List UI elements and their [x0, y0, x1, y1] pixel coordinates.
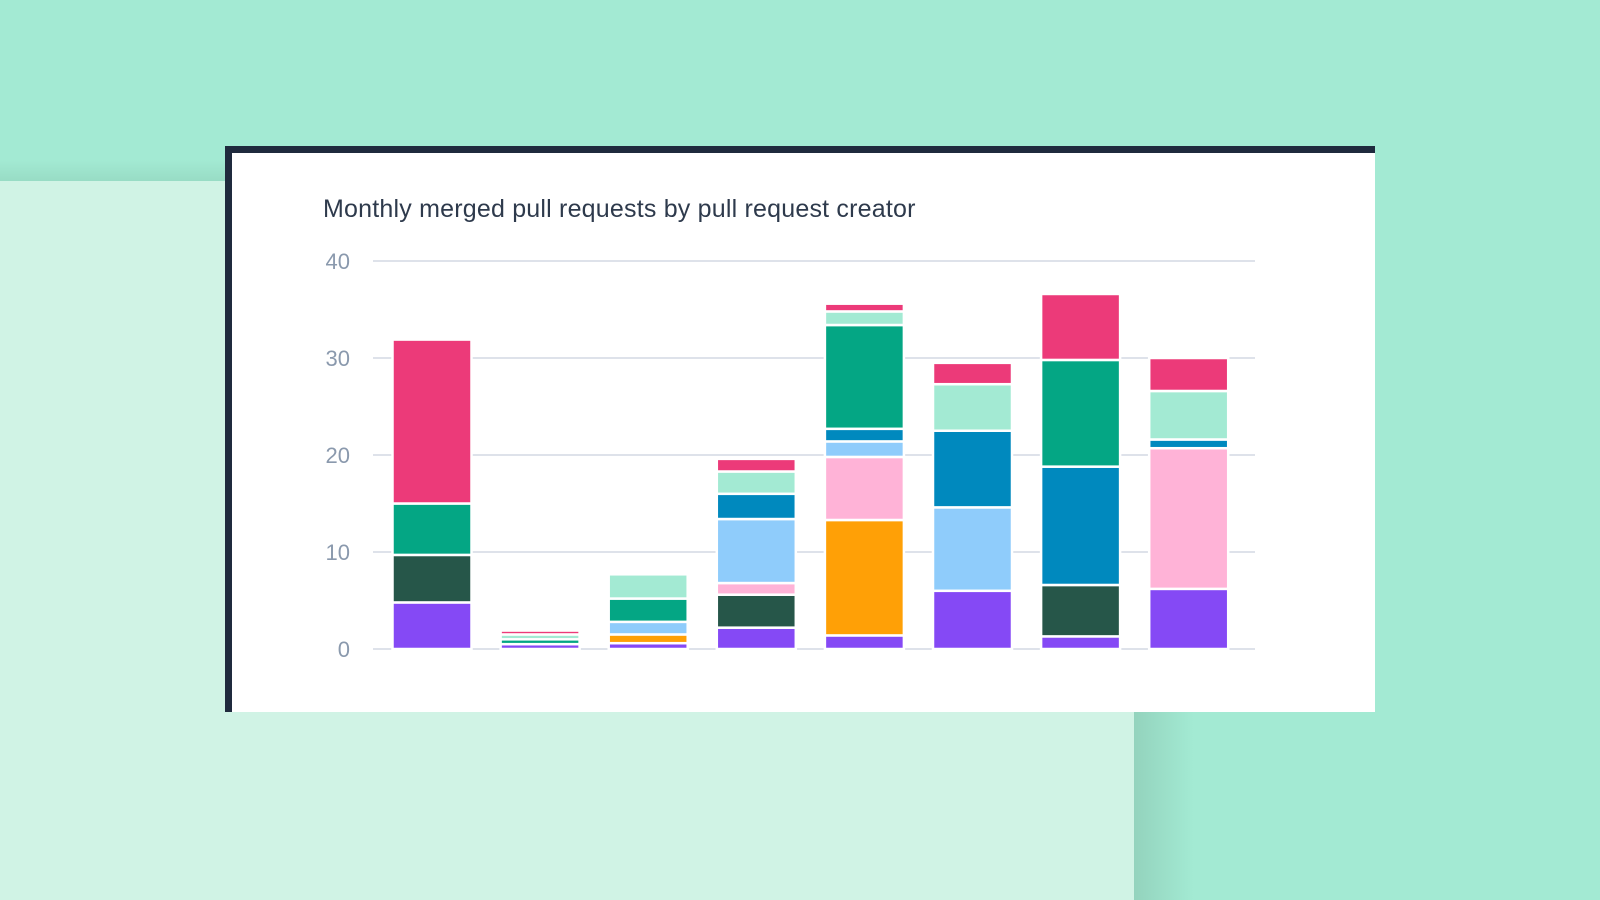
y-tick-label: 40	[326, 249, 350, 274]
bar-segment-4-3[interactable]	[715, 581, 798, 596]
bar-segment-3-7[interactable]	[607, 573, 689, 600]
bar-segment-5-2[interactable]	[823, 518, 906, 637]
bar-segment-3-4[interactable]	[607, 620, 689, 636]
bar-segment-5-3[interactable]	[823, 455, 906, 522]
bar-segment-5-6[interactable]	[823, 323, 906, 431]
stacked-bar-chart: 0 10 20 30 40	[326, 249, 1255, 662]
background-shadow-right	[1134, 712, 1194, 900]
bar-segment-5-8[interactable]	[823, 302, 906, 313]
y-tick-label: 20	[326, 443, 350, 468]
bar-segment-7-5[interactable]	[1039, 465, 1122, 587]
bar-segment-4-4[interactable]	[715, 517, 798, 585]
bar-segment-4-0[interactable]	[715, 626, 798, 651]
bar-segment-6-4[interactable]	[931, 506, 1014, 593]
bar-segment-5-4[interactable]	[823, 440, 906, 459]
y-tick-label: 0	[338, 637, 350, 662]
bar-segment-4-1[interactable]	[715, 593, 798, 629]
bar-segment-6-0[interactable]	[931, 589, 1014, 651]
y-tick-label: 10	[326, 540, 350, 565]
bar-segment-8-3[interactable]	[1147, 446, 1230, 591]
bar-segment-2-8[interactable]	[499, 629, 581, 636]
bar-segment-4-7[interactable]	[715, 470, 798, 496]
bar-segment-7-0[interactable]	[1039, 635, 1122, 651]
bar-segment-4-5[interactable]	[715, 492, 798, 521]
y-tick-label: 30	[326, 346, 350, 371]
chart-card: Monthly merged pull requests by pull req…	[225, 146, 1375, 712]
bar-segment-5-5[interactable]	[823, 427, 906, 443]
bar-segment-8-7[interactable]	[1147, 389, 1230, 441]
bar-segment-1-8[interactable]	[391, 338, 473, 505]
bar-segment-6-5[interactable]	[931, 429, 1014, 509]
bar-segment-7-6[interactable]	[1039, 358, 1122, 468]
bar-segment-1-6[interactable]	[391, 502, 473, 557]
bar-segment-8-5[interactable]	[1147, 438, 1230, 450]
bar-segment-8-0[interactable]	[1147, 587, 1230, 651]
bar-segment-7-1[interactable]	[1039, 583, 1122, 638]
bar-segment-7-8[interactable]	[1039, 292, 1122, 362]
chart-title: Monthly merged pull requests by pull req…	[323, 195, 916, 223]
bar-segment-3-2[interactable]	[607, 633, 689, 645]
bar-segment-1-1[interactable]	[391, 553, 473, 604]
bar-segment-3-6[interactable]	[607, 597, 689, 624]
background-shadow-left	[0, 160, 225, 181]
bar-segment-6-8[interactable]	[931, 361, 1014, 386]
bar-segment-4-8[interactable]	[715, 457, 798, 473]
bar-segment-6-7[interactable]	[931, 382, 1014, 433]
bar-segment-1-0[interactable]	[391, 601, 473, 651]
bar-segment-5-0[interactable]	[823, 634, 906, 651]
bar-segment-5-7[interactable]	[823, 310, 906, 327]
bar-segment-8-8[interactable]	[1147, 356, 1230, 393]
